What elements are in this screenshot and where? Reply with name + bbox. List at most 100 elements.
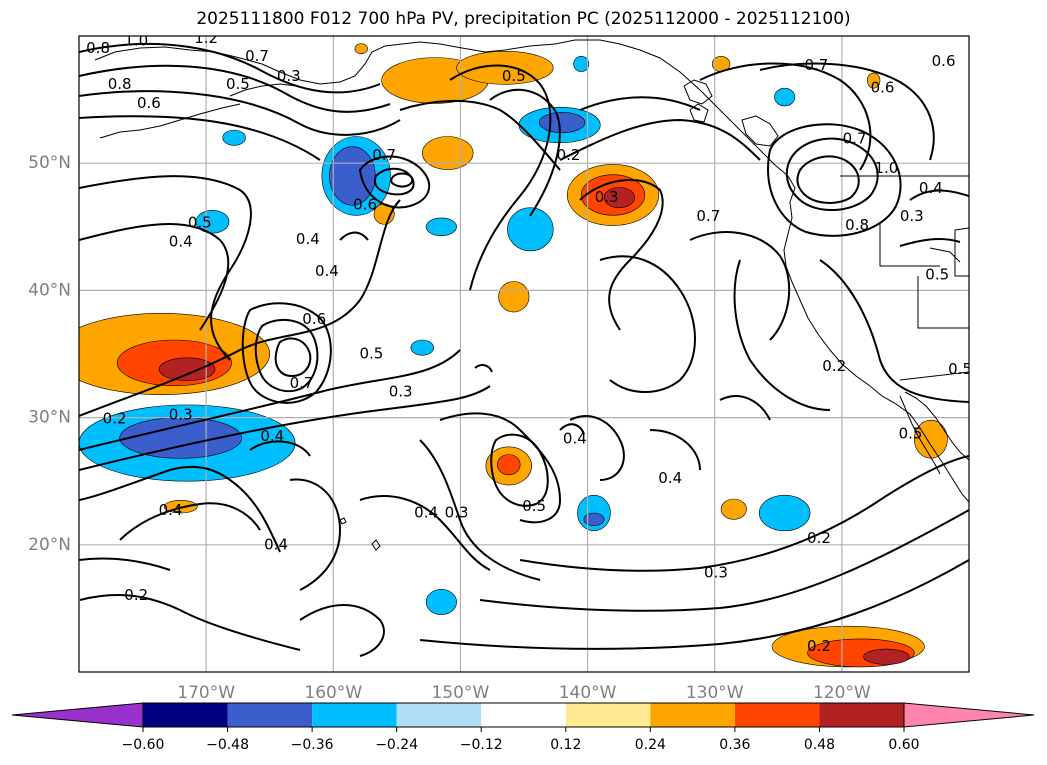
precip-anomaly-blob	[425, 217, 457, 237]
precip-anomaly-blob	[866, 72, 881, 89]
pv-contour-label: 0.4	[296, 230, 320, 248]
pv-contour-label: 0.6	[353, 196, 377, 214]
pv-contour-label: 0.7	[290, 374, 314, 392]
pv-contour-label: 0.8	[845, 216, 869, 234]
colorbar-bin	[565, 703, 651, 727]
pv-contour-label: 0.3	[277, 67, 301, 85]
colorbar-bin	[143, 703, 228, 727]
precip-anomaly-blob	[195, 209, 230, 234]
pv-contour-label: 0.3	[595, 188, 619, 206]
precip-anomaly-blob	[603, 187, 635, 209]
map-frame	[78, 35, 970, 673]
pv-contour-label: 0.6	[871, 79, 895, 97]
precip-anomaly-blob	[496, 454, 521, 476]
colorbar: −0.60 −0.48 −0.36 −0.24 −0.12 0.12 0.24 0.36 0.4…	[11, 702, 1035, 753]
pv-contour-label: 0.2	[807, 637, 831, 655]
colorbar-tick-label: 0.24	[635, 737, 666, 753]
precip-anomaly-blob	[222, 129, 246, 146]
longitude-label: 140°W	[559, 683, 617, 703]
pv-contour-label: 0.2	[822, 357, 846, 375]
pv-contour-label: 0.4	[919, 179, 943, 197]
pv-contour-label: 0.5	[188, 213, 212, 231]
precip-anomaly-blob	[720, 498, 747, 520]
precip-anomaly-blob	[863, 648, 910, 665]
pv-contour-label: 0.3	[704, 563, 728, 581]
pv-contour-label: 0.2	[807, 529, 831, 547]
precip-anomaly-blob	[498, 281, 530, 313]
pv-contour-label: 0.3	[389, 383, 413, 401]
latitude-label: 40°N	[28, 280, 71, 300]
colorbar-bin	[734, 703, 820, 727]
pv-contour-label: 0.7	[804, 56, 828, 74]
longitude-label: 150°W	[432, 683, 490, 703]
latitude-label: 30°N	[28, 408, 71, 428]
latitude-labels: 20°N 30°N 40°N 50°N	[28, 153, 71, 555]
pv-contour-label: 1.0	[124, 32, 148, 50]
colorbar-tick-label: 0.60	[888, 737, 919, 753]
colorbar-bin	[312, 703, 397, 727]
pv-contour-label: 0.4	[159, 501, 183, 519]
graticule	[79, 36, 969, 672]
colorbar-extend-high	[903, 702, 1035, 728]
pv-contour-label: 0.4	[658, 469, 682, 487]
precip-anomaly-blob	[573, 56, 590, 72]
pv-contour-label: 0.7	[843, 130, 867, 148]
precip-anomaly-blob	[774, 87, 796, 107]
colorbar-tick-label: 0.36	[719, 737, 750, 753]
pv-contour-label: 0.5	[226, 75, 250, 93]
longitude-label: 170°W	[177, 683, 235, 703]
pv-contour-label: 0.7	[696, 207, 720, 225]
colorbar-bin	[227, 703, 313, 727]
pv-contour-label: 0.6	[137, 94, 161, 112]
colorbar-tick-label: −0.12	[460, 737, 503, 753]
pv-contour-label: 0.4	[414, 504, 438, 522]
pv-contour-label: 0.6	[932, 52, 956, 70]
latitude-label: 50°N	[28, 153, 71, 173]
pv-contour-label: 1.2	[194, 29, 218, 47]
pv-contour-label: 0.5	[948, 360, 972, 378]
colorbar-outline	[142, 702, 905, 728]
pv-contour-label: 0.6	[302, 310, 326, 328]
precip-anomaly-blob	[507, 207, 554, 252]
colorbar-bin	[650, 703, 735, 727]
precip-anomaly-blob	[758, 494, 811, 532]
pv-contour-label: 0.7	[245, 47, 269, 65]
precip-anomaly-blob	[538, 112, 586, 133]
colorbar-bin	[819, 703, 904, 727]
precip-anomaly-blob	[583, 512, 605, 527]
colorbar-extend-low	[11, 702, 144, 728]
pv-contour-label: 0.3	[169, 406, 193, 424]
pv-contour-label: 0.3	[900, 207, 924, 225]
precip-anomaly-blob	[354, 43, 368, 55]
precip-anomaly-blob	[158, 357, 216, 382]
latitude-label: 20°N	[28, 535, 71, 555]
pv-contour-label: 0.4	[264, 535, 288, 553]
pv-contour-label: 0.8	[108, 75, 132, 93]
colorbar-tick-label: −0.48	[206, 737, 249, 753]
precip-anomaly-blob	[410, 339, 435, 356]
pv-contours	[79, 42, 969, 657]
longitude-labels: 170°W 160°W 150°W 140°W 130°W 120°W	[177, 683, 871, 703]
pv-contour-label: 0.5	[925, 266, 949, 284]
pv-contour-label: 0.5	[502, 67, 526, 85]
pv-contour-label: 0.5	[522, 497, 546, 515]
precip-anomaly-blob	[456, 50, 554, 85]
pv-contour-label: 0.5	[899, 425, 923, 443]
pv-contour-label: 0.8	[86, 39, 110, 57]
precip-anomaly-blob	[425, 589, 457, 616]
pv-contour-label: 0.3	[445, 504, 469, 522]
longitude-label: 160°W	[304, 683, 362, 703]
longitude-label: 120°W	[813, 683, 871, 703]
pv-contour-label: 0.2	[557, 146, 581, 164]
pv-contour-label: 1.0	[874, 159, 898, 177]
pv-contour-label: 0.4	[260, 427, 284, 445]
pv-contour-label: 0.2	[103, 409, 127, 427]
precip-anomaly-blob	[119, 417, 243, 459]
colorbar-tick-label: 0.48	[804, 737, 835, 753]
colorbar-bin	[396, 703, 482, 727]
pv-contour-label: 0.4	[563, 430, 587, 448]
coastlines	[94, 39, 969, 551]
map-title: 2025111800 F012 700 hPa PV, precipitatio…	[196, 9, 851, 29]
pv-contour-label: 0.4	[315, 262, 339, 280]
